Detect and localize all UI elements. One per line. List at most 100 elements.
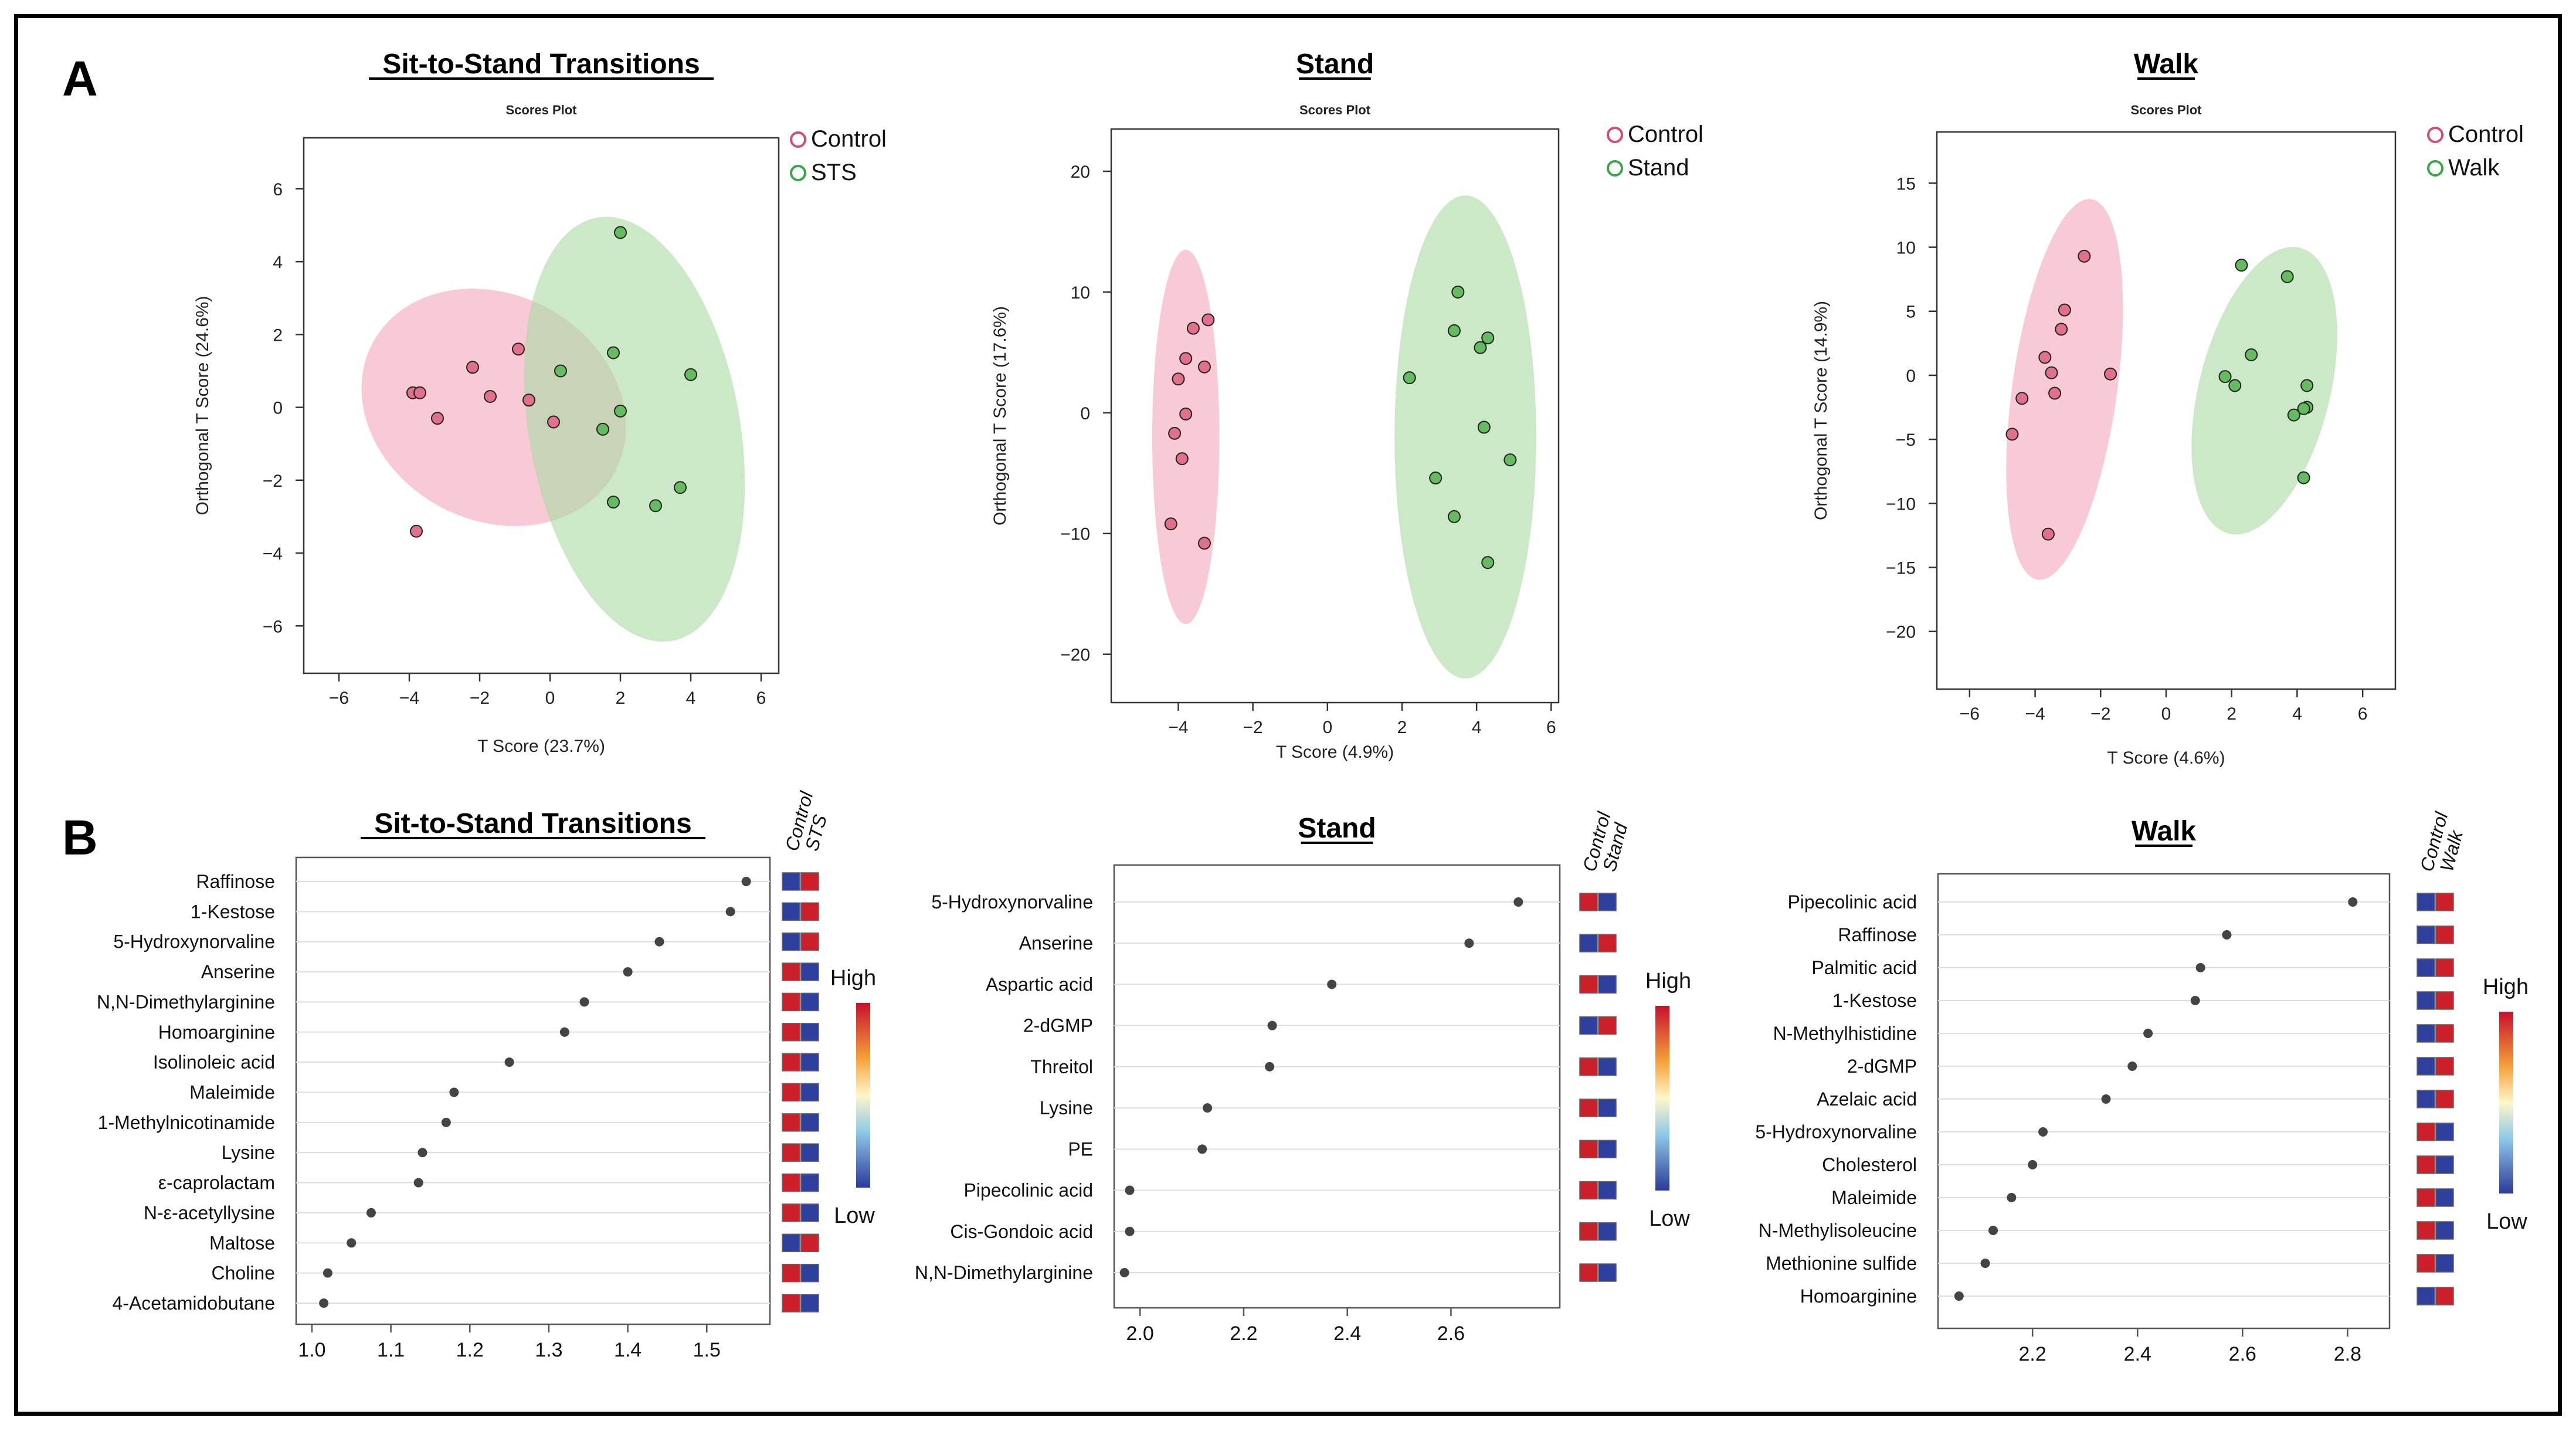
y-tick-label: 10	[1071, 283, 1090, 303]
heat-cell-treatment	[2435, 1287, 2454, 1305]
x-tick-label: 2.8	[2334, 1343, 2361, 1365]
control-score-point	[1179, 352, 1193, 365]
vip-dot	[2195, 963, 2205, 972]
heat-cell-control	[2417, 1287, 2435, 1305]
x-tick-label: 2	[1397, 718, 1407, 737]
treatment-score-point	[1503, 453, 1517, 467]
vip-dot	[413, 1178, 423, 1188]
y-tick-label: 10	[1896, 239, 1916, 258]
metabolite-label: Maltose	[209, 1232, 275, 1253]
treatment-confidence-ellipse	[524, 216, 745, 642]
control-score-point	[547, 415, 560, 429]
control-score-point	[1202, 313, 1215, 327]
heat-cell-treatment	[1598, 934, 1617, 952]
heat-cell-control	[1579, 1057, 1598, 1076]
heat-cell-control	[2417, 1057, 2435, 1076]
heat-cell-treatment	[2435, 1024, 2454, 1043]
vip-dot	[623, 967, 633, 977]
heat-cell-treatment	[1598, 1057, 1617, 1076]
heat-cell-treatment	[2435, 1155, 2454, 1174]
control-score-point	[522, 394, 535, 407]
heat-cell-control	[2417, 893, 2435, 911]
metabolite-label: Cholesterol	[1822, 1154, 1917, 1175]
color-scale-bar	[1655, 1006, 1669, 1191]
panel-label-a: A	[62, 51, 98, 106]
scores-plot-subtitle: Scores Plot	[2130, 103, 2202, 117]
chart-title: Walk	[2134, 49, 2199, 80]
treatment-confidence-ellipse	[2191, 246, 2337, 535]
treatment-score-point	[554, 364, 567, 378]
treatment-score-point	[1474, 341, 1487, 354]
heat-cell-control	[782, 1263, 800, 1283]
vip-dot	[449, 1087, 459, 1097]
x-tick-label: −2	[2090, 704, 2110, 724]
vip-dot	[2143, 1029, 2153, 1038]
treatment-score-point	[2297, 471, 2310, 484]
heat-cell-treatment	[2435, 1221, 2454, 1240]
chart-title: Stand	[1298, 813, 1376, 844]
control-score-point	[1197, 360, 1211, 374]
vip-dot	[2190, 996, 2200, 1005]
control-score-point	[2055, 323, 2068, 336]
heat-cell-treatment	[2435, 1188, 2454, 1207]
metabolite-label: 4-Acetamidobutane	[112, 1293, 275, 1314]
control-confidence-ellipse	[2006, 199, 2123, 580]
panel-label-b: B	[62, 810, 98, 865]
x-tick-label: 6	[756, 689, 766, 708]
control-score-point	[2041, 527, 2055, 541]
metabolite-label: 5-Hydroxynorvaline	[931, 891, 1093, 913]
x-tick-label: 4	[1472, 718, 1482, 737]
y-tick-label: 5	[1906, 303, 1916, 322]
legend-label: Control	[1628, 121, 1703, 147]
legend-marker	[790, 131, 806, 148]
treatment-score-point	[1481, 331, 1495, 345]
heat-cell-treatment	[1598, 1263, 1617, 1282]
legend-marker	[1607, 160, 1623, 177]
vip-dot	[2007, 1193, 2017, 1202]
metabolite-label: Cis-Gondoic acid	[950, 1221, 1093, 1242]
x-tick-label: 1.4	[614, 1339, 642, 1361]
treatment-score-point	[1477, 421, 1491, 434]
legend-label: STS	[811, 160, 857, 185]
heat-cell-control	[2417, 1188, 2435, 1207]
control-score-point	[413, 386, 426, 399]
plot-area	[1113, 864, 1561, 1309]
control-score-point	[431, 412, 444, 425]
vip-dot	[579, 997, 589, 1007]
heat-cell-control	[1579, 893, 1598, 911]
treatment-score-point	[1429, 472, 1443, 485]
treatment-score-point	[649, 499, 662, 513]
treatment-score-point	[2300, 379, 2314, 392]
heat-cell-treatment	[800, 932, 819, 951]
heat-cell-treatment	[800, 1143, 819, 1162]
scale-high-label: High	[2483, 975, 2529, 999]
vip-dot	[2127, 1062, 2137, 1071]
metabolite-label: Anserine	[1019, 932, 1093, 954]
vip-dot	[347, 1238, 357, 1248]
heat-cell-control	[782, 1143, 800, 1162]
heat-cell-control	[782, 1083, 800, 1102]
heat-cell-control	[1579, 1222, 1598, 1241]
treatment-score-point	[607, 496, 620, 509]
control-score-point	[466, 361, 479, 374]
x-tick-label: −2	[1243, 718, 1263, 737]
heat-cell-treatment	[800, 1053, 819, 1071]
heat-cell-treatment	[800, 872, 819, 891]
heat-cell-control	[1579, 1181, 1598, 1200]
x-tick-label: 2.6	[1437, 1323, 1465, 1345]
x-tick-label: 2	[616, 689, 626, 708]
heat-cell-treatment	[1598, 1222, 1617, 1241]
chart-title: Sit-to-Stand Transitions	[374, 808, 691, 839]
vip-dot	[418, 1148, 427, 1158]
x-tick-label: 2.2	[2019, 1343, 2046, 1365]
treatment-score-point	[614, 404, 627, 418]
metabolite-label: N-ε-acetyllysine	[144, 1202, 275, 1223]
heat-cell-treatment	[800, 1173, 819, 1192]
heat-cell-control	[782, 1113, 800, 1132]
x-tick-label: 2.4	[1333, 1323, 1361, 1345]
y-axis-label: Orthogonal T Score (14.9%)	[1811, 301, 1831, 520]
scores-plot-subtitle: Scores Plot	[505, 103, 577, 117]
y-tick-label: −4	[263, 544, 283, 564]
heat-cell-treatment	[2435, 1090, 2454, 1108]
x-tick-label: 2.0	[1126, 1323, 1154, 1345]
